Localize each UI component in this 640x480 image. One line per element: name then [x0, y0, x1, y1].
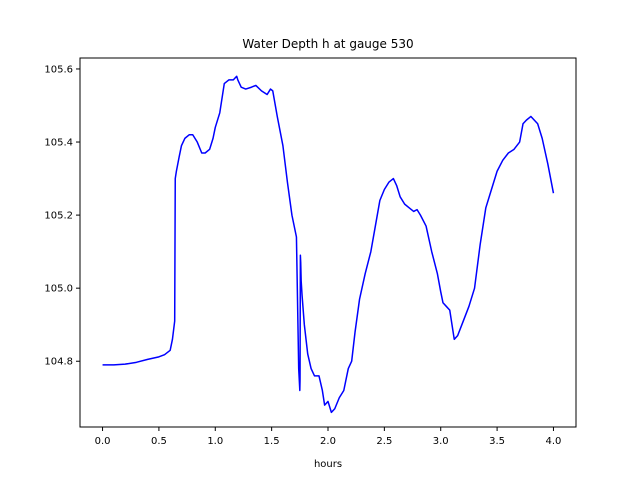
x-tick-label: 0.0 [95, 436, 111, 447]
x-tick-label: 2.0 [320, 436, 336, 447]
x-tick-label: 4.0 [546, 436, 562, 447]
y-tick-label: 105.4 [44, 138, 73, 149]
x-tick-label: 3.0 [433, 436, 449, 447]
y-axis-ticks: 104.8 105.0 105.2 105.4 105.6 [44, 64, 80, 368]
y-tick-label: 105.2 [44, 211, 73, 222]
x-tick-label: 2.5 [376, 436, 392, 447]
y-tick-label: 105.6 [44, 64, 73, 75]
y-tick-label: 104.8 [44, 357, 73, 368]
x-tick-label: 1.5 [264, 436, 280, 447]
chart-title: Water Depth h at gauge 530 [242, 37, 413, 51]
x-axis-label: hours [314, 459, 342, 470]
plot-area: 0.0 0.5 1.0 1.5 2.0 2.5 3.0 3.5 4.0 104.8105.010… [44, 57, 577, 447]
x-tick-label: 1.0 [207, 436, 223, 447]
series-group [102, 75, 555, 414]
x-axis-ticks: 0.0 0.5 1.0 1.5 2.0 2.5 3.0 3.5 4.0 [95, 427, 562, 447]
y-tick-label: 105.0 [44, 284, 73, 295]
x-tick-label: 0.5 [151, 436, 167, 447]
series-line-0 [102, 75, 555, 414]
x-tick-label: 3.5 [489, 436, 505, 447]
